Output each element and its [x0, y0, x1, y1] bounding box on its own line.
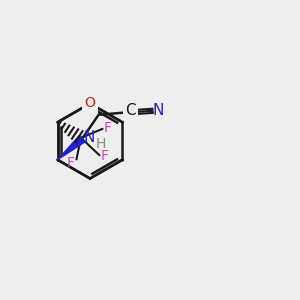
Text: F: F	[101, 149, 109, 163]
Polygon shape	[58, 136, 85, 160]
Text: N: N	[83, 130, 94, 145]
Text: O: O	[85, 97, 95, 110]
Text: H: H	[95, 137, 106, 151]
Text: C: C	[125, 103, 136, 118]
Text: F: F	[104, 121, 112, 135]
Text: F: F	[67, 156, 75, 170]
Text: N: N	[153, 103, 164, 118]
